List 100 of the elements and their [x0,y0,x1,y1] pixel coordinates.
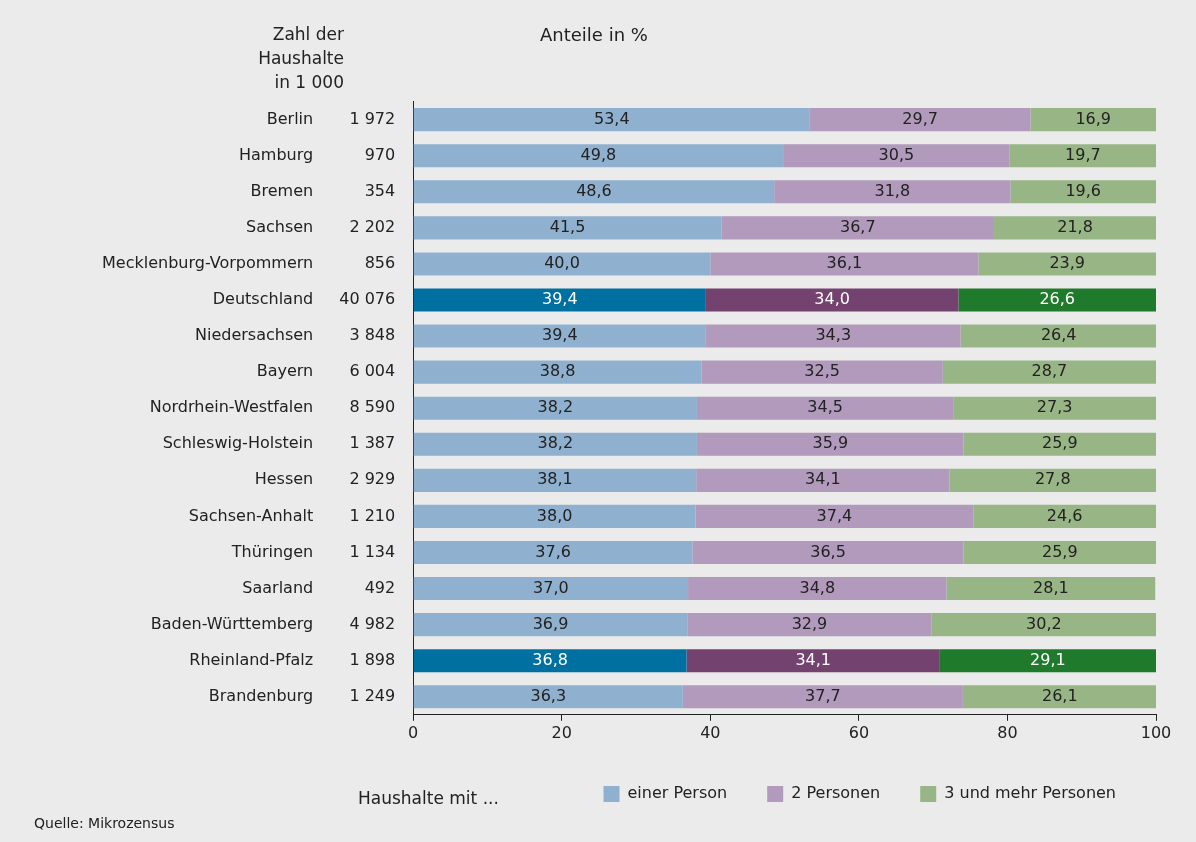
data-label: 38,2 [537,433,574,453]
data-label: 36,5 [810,541,846,561]
data-label: 53,4 [593,108,630,128]
data-label: 19,7 [1065,144,1101,164]
bar [949,468,1156,492]
y2-tick-label: 3 848 [349,325,396,345]
y2-tick-label: 4 982 [349,613,396,633]
data-label: 34,5 [807,397,843,417]
y-tick-label: Thüringen [230,541,314,561]
legend-title: Haushalte mit ... [358,788,499,808]
y2-tick-label: 8 590 [349,397,396,417]
x-tick-label: 100 [1140,722,1172,742]
data-label: 34,1 [805,469,841,489]
y2-tick-label: 1 898 [349,649,396,669]
data-label: 37,0 [533,577,569,597]
y2-tick-label: 856 [364,253,396,273]
y-tick-label: Niedersachsen [194,325,314,345]
bar [774,180,1011,204]
y2-tick-label: 40 076 [339,289,396,309]
text: Zahl der Haushalte in 1 000 [257,23,344,94]
bar [413,649,687,673]
y2-tick-label: 354 [364,180,396,200]
y-tick-label: Hamburg [239,144,314,164]
data-label: 31,8 [874,180,911,200]
data-label: 34,1 [795,649,832,669]
data-label: 29,7 [902,108,938,128]
bar [946,577,1156,601]
y-tick-label: Sachsen [245,217,314,236]
data-label: 49,8 [580,144,617,164]
y2-tick-label: 1 387 [349,433,396,453]
data-label: 38,1 [537,469,573,489]
data-label: 25,9 [1041,433,1078,453]
y2-tick-label: 2 202 [349,217,396,236]
bar [963,540,1156,565]
x-tick-label: 80 [997,722,1018,742]
bar [413,252,711,276]
bar [687,613,932,637]
data-label: 34,3 [815,325,852,345]
bar [696,396,954,420]
bar [695,504,974,528]
legend-label: einer Person [627,783,728,803]
data-label: 37,4 [816,505,853,525]
bar [413,577,689,601]
y-tick-label: Brandenburg [208,685,314,705]
y2-tick-label: 1 972 [349,108,396,128]
bar [692,540,964,565]
bar [705,288,959,312]
bar [931,613,1156,637]
bar [413,180,775,204]
bar [696,432,964,456]
data-label: 26,1 [1041,685,1078,705]
bar [413,324,706,348]
y2-tick-label: 1 210 [349,505,396,525]
bar [960,324,1156,348]
data-label: 28,7 [1031,361,1068,381]
y2-tick-label: 1 249 [349,685,396,705]
y-tick-label: Bremen [250,180,314,200]
data-label: 48,6 [576,180,612,200]
data-label: 36,1 [826,253,863,273]
bar [942,360,1156,384]
bar [939,649,1156,673]
x-tick-label: 40 [700,722,721,742]
data-label: 35,9 [812,433,849,453]
bar [958,288,1156,312]
legend-label: 3 und mehr Personen [944,783,1117,803]
data-label: 37,7 [805,685,841,705]
y2-tick-label: 492 [364,577,396,597]
data-label: 32,9 [791,613,828,633]
y-tick-label: Berlin [266,108,314,128]
bar [721,216,995,240]
y2-tick-label: 6 004 [349,361,396,381]
data-label: 40,0 [544,253,580,273]
bar [783,144,1010,168]
data-label: 30,5 [878,144,915,164]
bar [1030,108,1156,132]
y-tick-label: Sachsen-Anhalt [188,505,314,525]
bar [413,396,697,420]
data-label: 27,8 [1034,469,1071,489]
data-label: 36,7 [839,217,876,236]
data-label: 19,6 [1065,180,1102,200]
data-label: 34,0 [814,289,850,309]
bar [696,468,950,492]
data-label: 38,2 [537,397,574,417]
y2-tick-label: 2 929 [349,469,396,489]
bar [710,252,979,276]
bar [413,613,688,637]
data-label: 26,4 [1040,325,1077,345]
data-label: 23,9 [1049,253,1086,273]
data-label: 29,1 [1030,649,1066,669]
data-label: 38,8 [539,361,576,381]
data-label: 41,5 [549,217,586,236]
x-tick-label: 60 [848,722,870,742]
y-tick-label: Hessen [254,469,314,489]
bar [413,288,706,312]
bar [973,504,1156,528]
y-tick-label: Deutschland [212,289,314,309]
bar [413,216,722,240]
y-tick-label: Bayern [256,361,314,381]
bar [688,577,947,601]
bar [413,685,683,709]
